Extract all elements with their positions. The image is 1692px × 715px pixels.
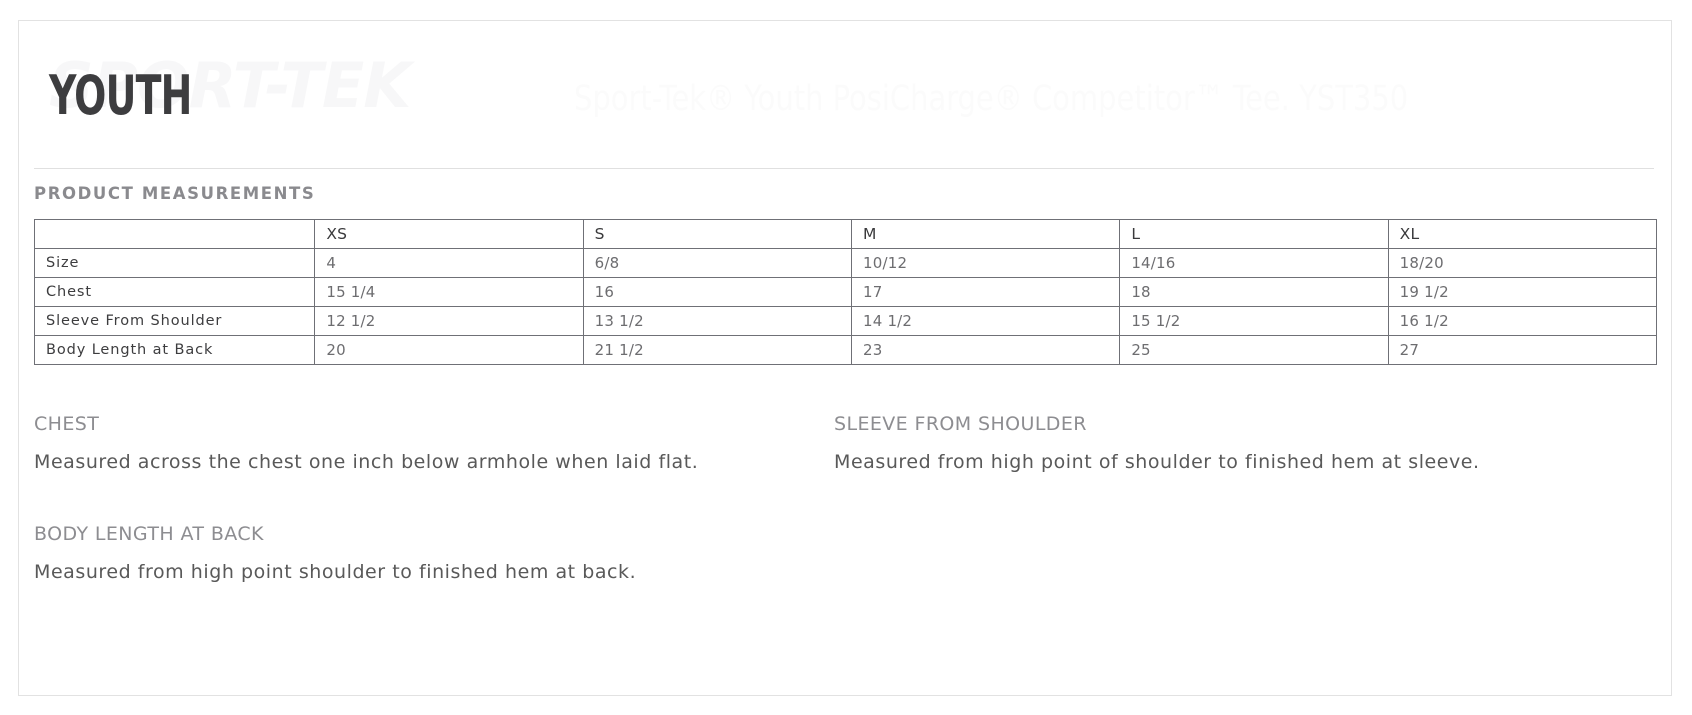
definition-body-length-at-back: BODY LENGTH AT BACK Measured from high p… xyxy=(34,523,814,583)
cell-chest-s: 16 xyxy=(582,277,852,307)
definition-title-body-length-at-back: BODY LENGTH AT BACK xyxy=(34,523,264,545)
cell-body-length-s: 21 1/2 xyxy=(582,335,852,365)
table-corner-cell xyxy=(33,219,316,249)
table-row: Chest 15 1/4 16 17 18 19 1/2 xyxy=(33,277,1658,307)
cell-size-l: 14/16 xyxy=(1119,248,1389,278)
row-label-chest: Chest xyxy=(33,277,316,307)
product-name-watermark: Sport-Tek® Youth PosiCharge® Competitor™… xyxy=(574,79,1409,119)
cell-chest-xs: 15 1/4 xyxy=(314,277,584,307)
cell-body-length-xl: 27 xyxy=(1387,335,1658,365)
definition-sleeve-from-shoulder: SLEEVE FROM SHOULDER Measured from high … xyxy=(834,413,1614,473)
brand-watermark: SPORT-TEK xyxy=(49,49,411,122)
definition-text-chest: Measured across the chest one inch below… xyxy=(34,451,699,473)
cell-body-length-l: 25 xyxy=(1119,335,1389,365)
cell-sleeve-xs: 12 1/2 xyxy=(314,306,584,336)
page-header: SPORT-TEK YOUTH Sport-Tek® Youth PosiCha… xyxy=(19,21,1671,141)
definition-title-chest: CHEST xyxy=(34,413,100,435)
table-row: Size 4 6/8 10/12 14/16 18/20 xyxy=(33,248,1658,278)
section-title-product-measurements: PRODUCT MEASUREMENTS xyxy=(34,184,316,203)
row-label-sleeve-from-shoulder: Sleeve From Shoulder xyxy=(33,306,316,336)
definition-row-1: CHEST Measured across the chest one inch… xyxy=(34,413,1654,473)
row-label-size: Size xyxy=(33,248,316,278)
size-header-m: M xyxy=(850,219,1121,249)
header-divider xyxy=(34,168,1654,169)
definition-row-2: BODY LENGTH AT BACK Measured from high p… xyxy=(34,523,1654,583)
row-label-body-length-at-back: Body Length at Back xyxy=(33,335,316,365)
cell-sleeve-l: 15 1/2 xyxy=(1119,306,1389,336)
measurement-definitions: CHEST Measured across the chest one inch… xyxy=(34,413,1654,583)
size-header-xs: XS xyxy=(314,219,584,249)
size-header-xl: XL xyxy=(1387,219,1658,249)
cell-chest-xl: 19 1/2 xyxy=(1387,277,1658,307)
definition-title-sleeve-from-shoulder: SLEEVE FROM SHOULDER xyxy=(834,413,1087,435)
cell-sleeve-xl: 16 1/2 xyxy=(1387,306,1658,336)
cell-sleeve-s: 13 1/2 xyxy=(582,306,852,336)
cell-sleeve-m: 14 1/2 xyxy=(850,306,1121,336)
definition-text-body-length-at-back: Measured from high point shoulder to fin… xyxy=(34,561,637,583)
size-header-s: S xyxy=(582,219,852,249)
cell-chest-l: 18 xyxy=(1119,277,1389,307)
page-title: YOUTH xyxy=(49,64,192,127)
cell-body-length-m: 23 xyxy=(850,335,1121,365)
cell-size-s: 6/8 xyxy=(582,248,852,278)
definition-chest: CHEST Measured across the chest one inch… xyxy=(34,413,814,473)
size-chart-page: SPORT-TEK YOUTH Sport-Tek® Youth PosiCha… xyxy=(18,20,1672,696)
measurements-table: XS S M L XL Size 4 6/8 10/12 14/16 18/20 xyxy=(33,219,1658,365)
cell-size-xl: 18/20 xyxy=(1387,248,1658,278)
definition-text-sleeve-from-shoulder: Measured from high point of shoulder to … xyxy=(834,451,1480,473)
measurements-table-wrap: XS S M L XL Size 4 6/8 10/12 14/16 18/20 xyxy=(33,219,1658,365)
size-header-l: L xyxy=(1119,219,1389,249)
cell-size-xs: 4 xyxy=(314,248,584,278)
table-row: Sleeve From Shoulder 12 1/2 13 1/2 14 1/… xyxy=(33,306,1658,336)
table-header-row: XS S M L XL xyxy=(33,219,1658,249)
cell-size-m: 10/12 xyxy=(850,248,1121,278)
table-row: Body Length at Back 20 21 1/2 23 25 27 xyxy=(33,335,1658,365)
cell-body-length-xs: 20 xyxy=(314,335,584,365)
cell-chest-m: 17 xyxy=(850,277,1121,307)
